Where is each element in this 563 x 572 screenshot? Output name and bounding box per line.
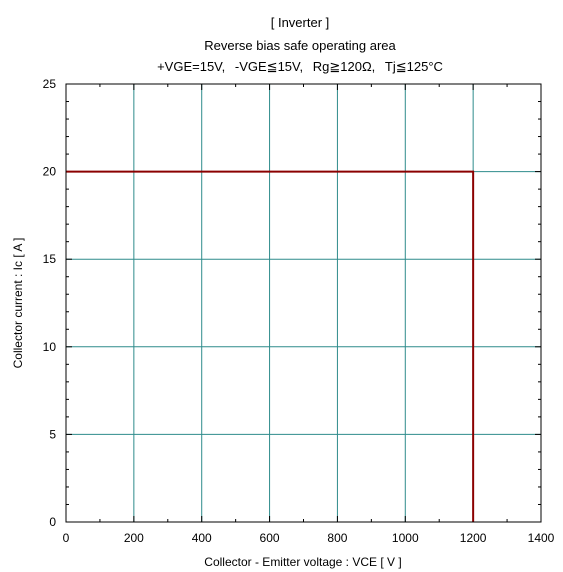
x-tick-label: 1200 (460, 531, 487, 545)
y-tick-label: 25 (43, 77, 57, 91)
x-tick-label: 400 (192, 531, 212, 545)
y-tick-label: 10 (43, 340, 57, 354)
condition-vge-plus: +VGE=15V, (157, 59, 225, 74)
chart-subtitle: Reverse bias safe operating area (204, 38, 396, 53)
condition-vge-minus: -VGE≦15V, (235, 59, 303, 74)
condition-tj: Tj≦125°C (385, 59, 443, 74)
y-tick-label: 5 (49, 427, 56, 441)
y-tick-label: 20 (43, 165, 57, 179)
series-layer (66, 170, 475, 522)
plot-frame (65, 83, 542, 523)
x-tick-label: 1400 (528, 531, 555, 545)
y-tick-label: 15 (43, 252, 57, 266)
y-axis-label: Collector current : Ic [ A ] (11, 238, 25, 369)
chart-title: [ Inverter ] (271, 15, 330, 30)
condition-rg: Rg≧120Ω, (313, 59, 376, 74)
rbsoa-boundary-line (66, 170, 475, 522)
axis-ticks (65, 83, 542, 523)
x-tick-label: 800 (327, 531, 347, 545)
x-axis-label: Collector - Emitter voltage : VCE [ V ] (204, 555, 401, 569)
chart-conditions: +VGE=15V, -VGE≦15V, Rg≧120Ω, Tj≦125°C (157, 59, 443, 74)
grid-lines (66, 84, 541, 522)
x-tick-label: 1000 (392, 531, 419, 545)
tick-labels: 0 200 400 600 800 1000 1200 1400 0 5 10 15 20 25 (43, 77, 555, 545)
y-tick-label: 0 (49, 515, 56, 529)
x-tick-label: 600 (260, 531, 280, 545)
x-tick-label: 200 (124, 531, 144, 545)
x-tick-label: 0 (63, 531, 70, 545)
